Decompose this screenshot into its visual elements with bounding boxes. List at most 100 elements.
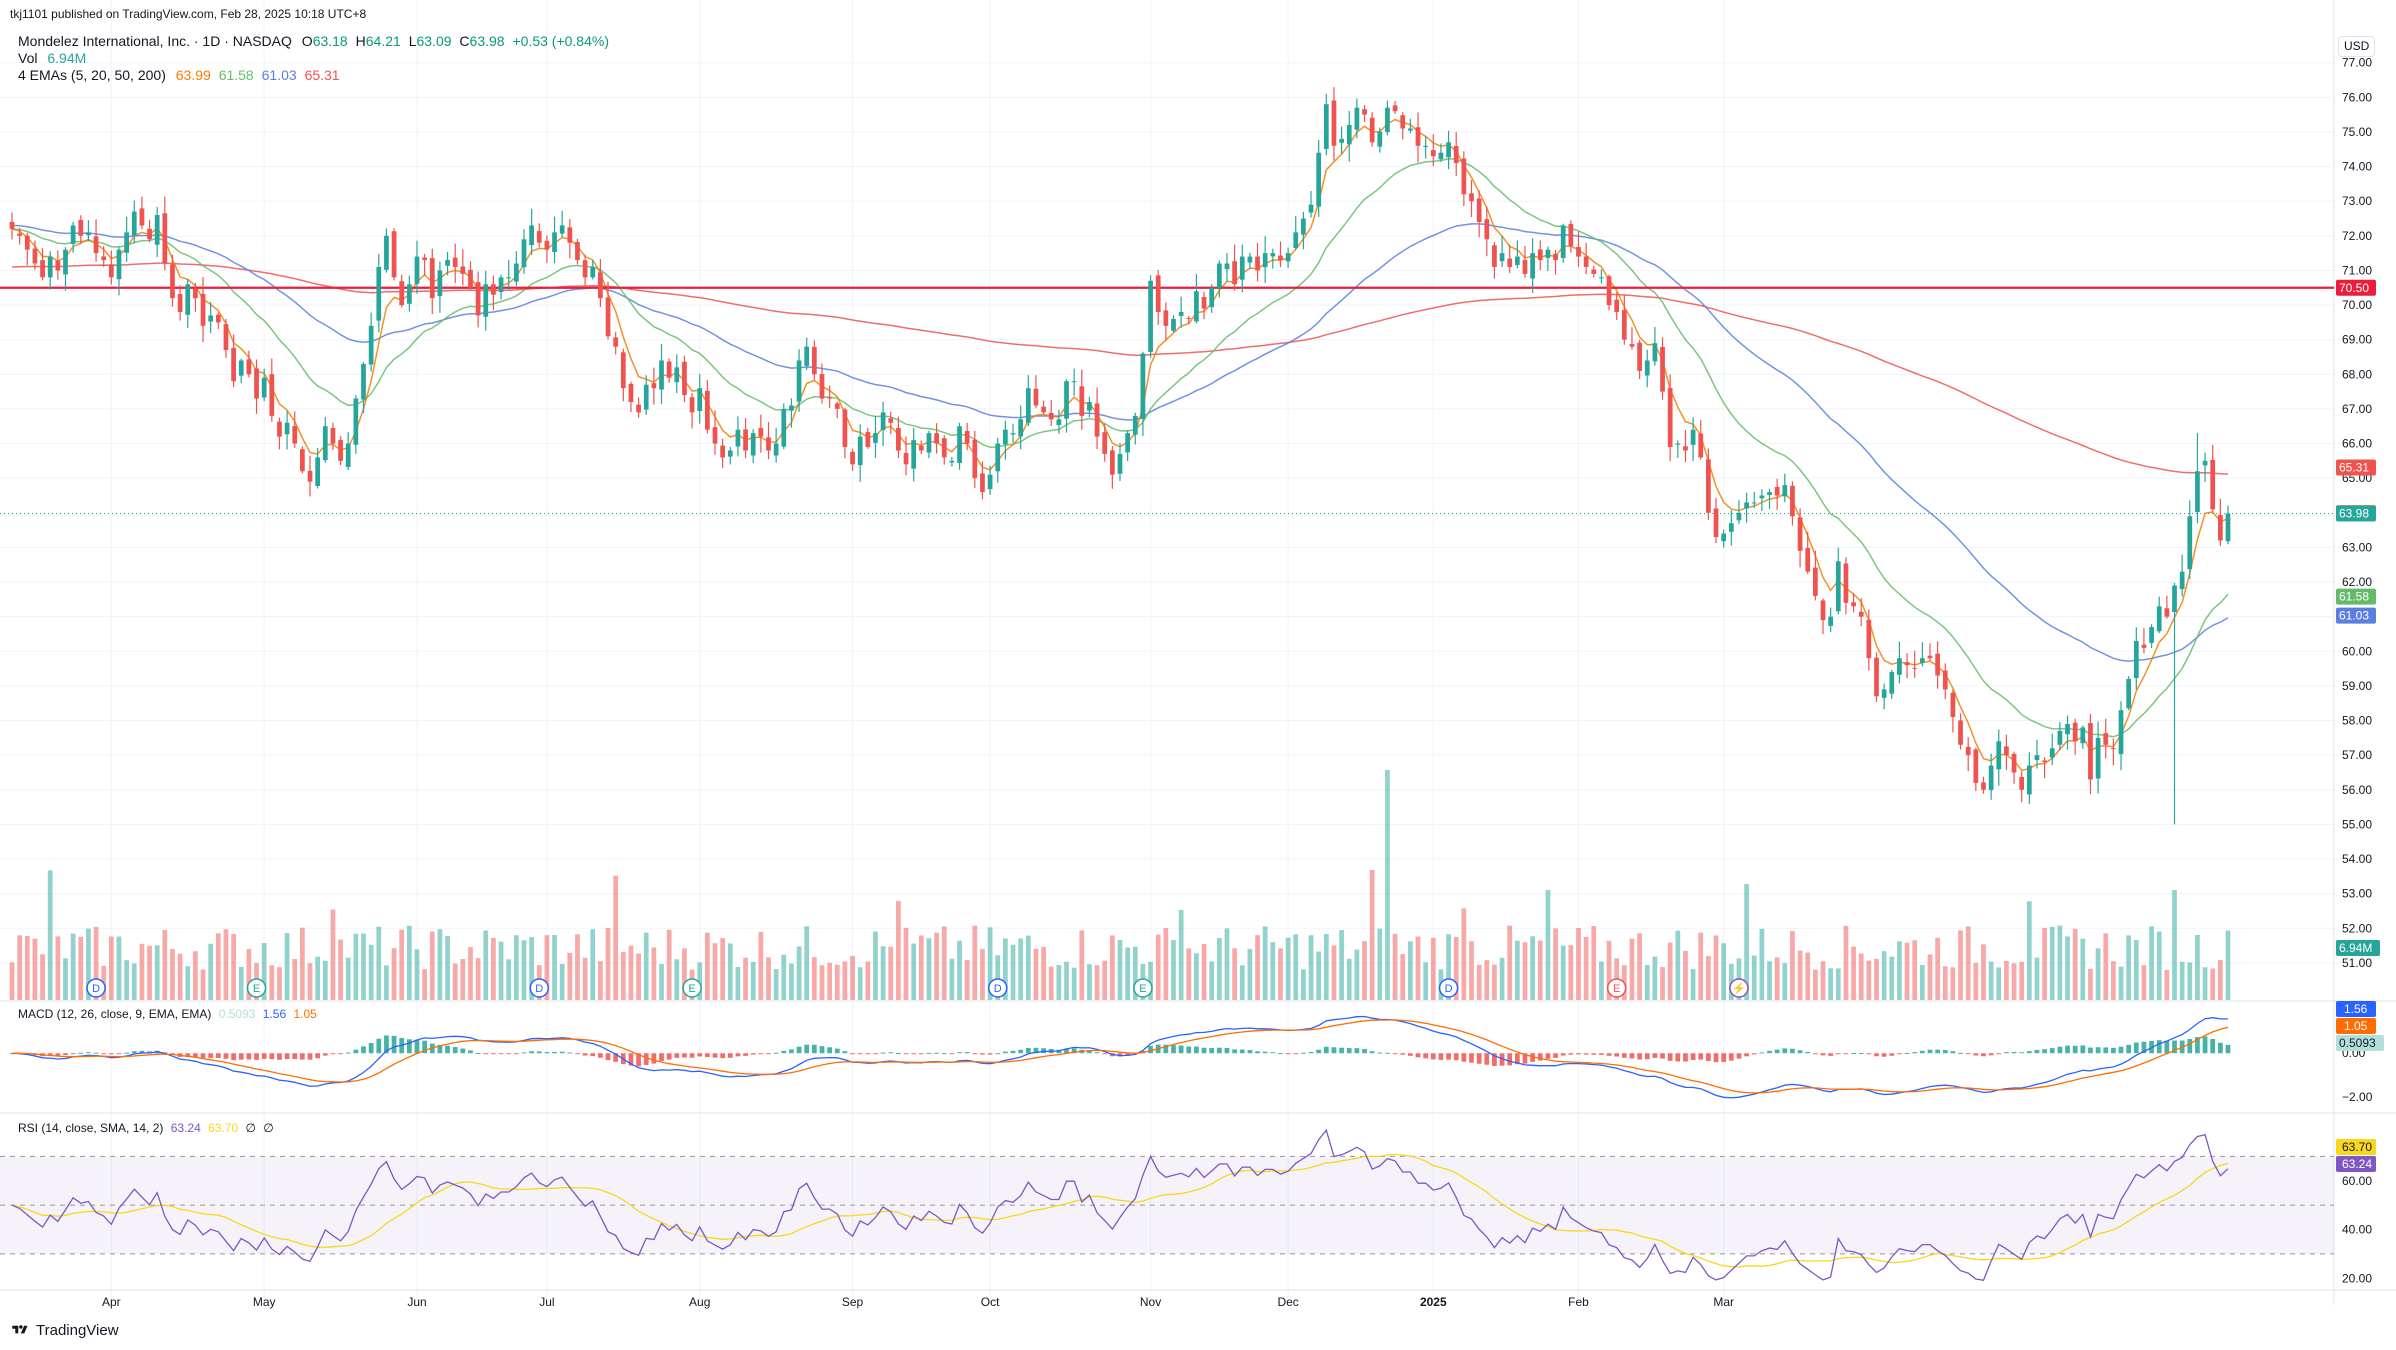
macd-histogram-bar bbox=[238, 1053, 244, 1060]
macd-histogram-bar bbox=[980, 1053, 985, 1055]
macd-histogram-bar bbox=[55, 1053, 61, 1057]
candle-body bbox=[513, 263, 519, 282]
candle-body bbox=[277, 421, 282, 437]
macd-histogram-bar bbox=[101, 1053, 107, 1055]
macd-histogram-bar bbox=[1728, 1053, 1734, 1061]
macd-histogram-bar bbox=[376, 1038, 382, 1054]
macd-histogram-bar bbox=[1973, 1053, 1979, 1056]
volume-bar bbox=[1362, 941, 1367, 1000]
candle-body bbox=[1094, 403, 1100, 437]
volume-bar bbox=[1461, 908, 1467, 1000]
candle-body bbox=[1285, 253, 1291, 262]
candle-body bbox=[1935, 653, 1940, 676]
currency-label[interactable]: USD bbox=[2338, 36, 2376, 57]
volume-bar bbox=[735, 966, 741, 1000]
volume-bar bbox=[1912, 940, 1918, 1000]
macd-histogram-bar bbox=[1950, 1051, 1956, 1054]
ohlc-close-label: C bbox=[459, 33, 470, 49]
macd-histogram-bar bbox=[873, 1053, 878, 1055]
ema20-label-tag bbox=[2336, 588, 2376, 605]
macd-histogram-bar bbox=[1339, 1047, 1344, 1054]
volume-bar bbox=[1178, 909, 1184, 1000]
ema50-value: 61.03 bbox=[261, 67, 297, 83]
candle-body bbox=[170, 264, 175, 299]
volume-bar bbox=[804, 926, 810, 1000]
event-marker-label: E bbox=[253, 983, 260, 995]
ohlc-high: 64.21 bbox=[365, 33, 401, 49]
horizontal-line-70-50[interactable] bbox=[0, 286, 2334, 514]
macd-value: 1.56 bbox=[262, 1007, 287, 1021]
candle-body bbox=[177, 294, 183, 312]
volume-legend[interactable]: Vol 6.94M bbox=[18, 50, 86, 67]
candle-body bbox=[2141, 644, 2147, 648]
macd-histogram-bar bbox=[880, 1052, 886, 1054]
macd-histogram-bar bbox=[766, 1053, 771, 1055]
volume-bar bbox=[1132, 946, 1138, 1000]
candle-body bbox=[162, 213, 168, 264]
symbol-legend[interactable]: Mondelez International, Inc. · 1D · NASD… bbox=[18, 33, 609, 50]
symbol-title[interactable]: Mondelez International, Inc. · 1D · NASD… bbox=[18, 33, 292, 49]
volume-bar bbox=[834, 964, 840, 1000]
candle-body bbox=[918, 445, 924, 451]
event-markers[interactable]: D E D E D E D E ⚡ bbox=[86, 978, 1749, 998]
volume-bar bbox=[208, 943, 214, 1000]
macd-histogram-bar bbox=[1125, 1053, 1131, 1056]
macd-legend[interactable]: MACD (12, 26, close, 9, EMA, EMA) 0.5093… bbox=[18, 1006, 317, 1023]
tradingview-logo[interactable]: TradingView bbox=[10, 1322, 119, 1339]
macd-histogram-bar bbox=[1912, 1052, 1918, 1054]
volume-bar bbox=[1285, 937, 1291, 1000]
volume-bar bbox=[980, 948, 985, 1000]
macd-histogram-bar bbox=[1025, 1048, 1031, 1054]
volume-bar bbox=[1988, 961, 1994, 1000]
price-tick-label: 63.00 bbox=[2342, 540, 2372, 554]
macd-histogram-bar bbox=[1346, 1048, 1352, 1054]
candle-body bbox=[1316, 152, 1322, 207]
event-marker-icon bbox=[1606, 978, 1627, 998]
time-axis[interactable]: Apr May Jun Jul Aug Sep Oct Nov Dec 2025 Feb Mar bbox=[102, 1295, 1734, 1309]
volume-bar bbox=[1698, 932, 1704, 1000]
macd-histogram-bar bbox=[521, 1052, 527, 1054]
candle-body bbox=[2026, 765, 2032, 795]
candle-body bbox=[2019, 776, 2025, 790]
candle-body bbox=[185, 284, 191, 315]
price-tick-label: 68.00 bbox=[2342, 367, 2372, 381]
ema-legend[interactable]: 4 EMAs (5, 20, 50, 200) 63.99 61.58 61.0… bbox=[18, 67, 340, 84]
volume-bar bbox=[1323, 934, 1329, 1000]
candle-body bbox=[750, 433, 756, 456]
volume-bar bbox=[2042, 927, 2047, 1000]
volume-bar bbox=[1087, 964, 1092, 1000]
macd-histogram-bar bbox=[1354, 1048, 1360, 1054]
candle-body bbox=[620, 352, 626, 389]
candle-body bbox=[1797, 517, 1803, 551]
macd-histogram-bar bbox=[1545, 1053, 1551, 1059]
candle-body bbox=[1408, 128, 1413, 131]
macd-tick-label: −2.00 bbox=[2342, 1090, 2373, 1104]
macd-histogram-bar bbox=[1415, 1053, 1421, 1058]
rsi-sma-tag bbox=[2336, 1139, 2376, 1155]
macd-histogram-bar bbox=[605, 1053, 611, 1061]
price-tick-label: 53.00 bbox=[2342, 887, 2372, 901]
candle-body bbox=[1453, 146, 1459, 164]
volume-bar bbox=[819, 965, 825, 1000]
volume-bar bbox=[750, 961, 756, 1000]
rsi-legend[interactable]: RSI (14, close, SMA, 14, 2) 63.24 63.70 … bbox=[18, 1120, 274, 1137]
macd-histogram-bar bbox=[1041, 1048, 1046, 1054]
candle-body bbox=[1071, 381, 1077, 383]
volume-bar bbox=[47, 870, 53, 1000]
macd-histogram-bar bbox=[1644, 1053, 1650, 1060]
ema200-value: 65.31 bbox=[304, 67, 340, 83]
macd-histogram-bar bbox=[1293, 1053, 1299, 1055]
macd-histogram-bar bbox=[1323, 1046, 1329, 1054]
volume-bar bbox=[1010, 944, 1016, 1000]
macd-histogram-bar bbox=[1759, 1052, 1765, 1054]
macd-histogram-bar bbox=[498, 1053, 504, 1055]
candle-body bbox=[2156, 606, 2162, 632]
macd-histogram-bar bbox=[2065, 1045, 2070, 1054]
candle-body bbox=[964, 431, 970, 444]
price-axis[interactable]: 51.00 52.00 53.00 54.00 55.00 56.00 57.00 58.00… bbox=[2342, 56, 2373, 1286]
candle-body bbox=[437, 270, 443, 296]
volume-bar bbox=[2034, 957, 2040, 1000]
candle-body bbox=[452, 257, 458, 267]
macd-signal-value: 1.05 bbox=[293, 1007, 317, 1021]
